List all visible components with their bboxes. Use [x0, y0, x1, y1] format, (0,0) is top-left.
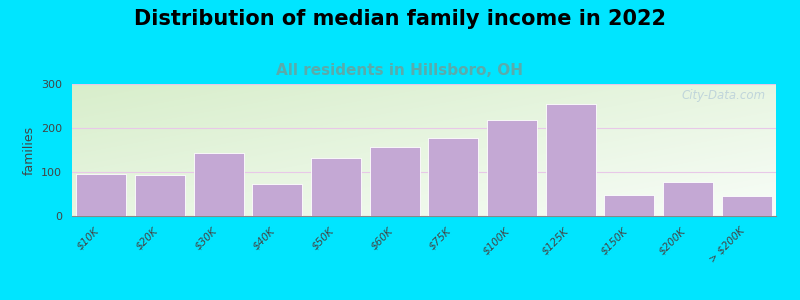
Bar: [370, 147, 419, 216]
Bar: [605, 195, 654, 216]
Bar: [253, 184, 302, 216]
Y-axis label: families: families: [22, 125, 35, 175]
Text: City-Data.com: City-Data.com: [682, 89, 766, 102]
Bar: [429, 138, 478, 216]
Bar: [311, 158, 361, 216]
Text: Distribution of median family income in 2022: Distribution of median family income in …: [134, 9, 666, 29]
Bar: [663, 182, 713, 216]
Bar: [135, 175, 185, 216]
Text: All residents in Hillsboro, OH: All residents in Hillsboro, OH: [277, 63, 523, 78]
Bar: [77, 174, 126, 216]
Bar: [487, 120, 537, 216]
Bar: [546, 104, 595, 216]
Bar: [194, 153, 243, 216]
Bar: [722, 196, 771, 216]
